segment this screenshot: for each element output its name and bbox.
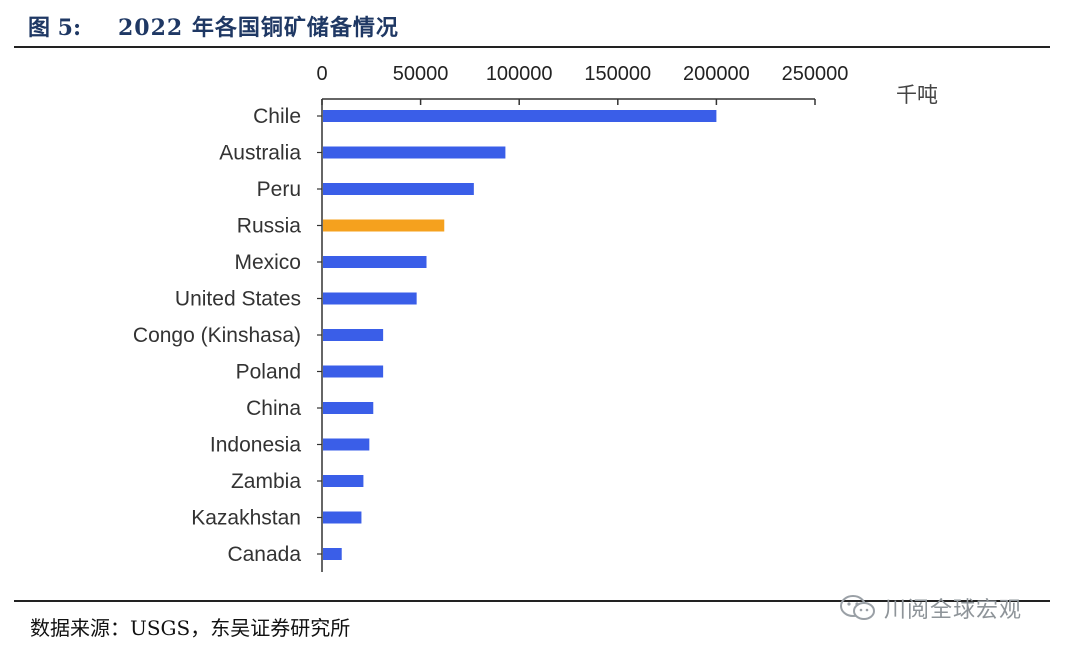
- bar: [323, 292, 417, 305]
- category-label: Chile: [253, 105, 301, 128]
- bottom-rule: [14, 600, 1050, 602]
- x-tick-label: 250000: [782, 63, 849, 85]
- category-label: Zambia: [231, 470, 301, 493]
- bar: [323, 438, 370, 451]
- category-label: Canada: [227, 543, 301, 566]
- watermark: 川阅全球宏观: [838, 592, 1022, 624]
- x-tick-label: 200000: [683, 63, 750, 85]
- bar: [323, 146, 506, 159]
- x-tick-label: 100000: [486, 63, 553, 85]
- category-label: United States: [175, 288, 301, 311]
- bar: [323, 402, 374, 414]
- figure-header: 图 5: 2022 年各国铜矿储备情况: [0, 0, 1080, 50]
- category-label: Poland: [236, 361, 301, 384]
- bar: [323, 110, 717, 122]
- x-tick-label: 0: [316, 63, 327, 85]
- category-label: China: [246, 397, 301, 420]
- bar-chart: 0 50000 100000 150000 200000 250000 千吨 Chile Aus…: [133, 63, 938, 572]
- top-rule: [14, 46, 1050, 48]
- bar: [323, 256, 427, 268]
- bar: [323, 511, 362, 524]
- x-tick-label: 150000: [584, 63, 651, 85]
- bar: [323, 329, 384, 341]
- watermark-text: 川阅全球宏观: [884, 598, 1023, 623]
- category-label: Mexico: [234, 251, 301, 274]
- figure-title: 2022 年各国铜矿储备情况: [118, 15, 399, 41]
- bar: [323, 475, 364, 487]
- category-label: Indonesia: [210, 434, 301, 457]
- x-tick-label: 50000: [393, 63, 449, 85]
- bar: [323, 548, 342, 560]
- bar: [323, 219, 445, 232]
- category-label: Australia: [219, 142, 301, 165]
- category-label: Russia: [237, 215, 302, 238]
- wechat-icon: [840, 595, 875, 620]
- category-label: Peru: [257, 178, 301, 201]
- unit-label: 千吨: [896, 83, 938, 107]
- category-label: Congo (Kinshasa): [133, 324, 301, 347]
- category-label: Kazakhstan: [191, 507, 301, 530]
- bar: [323, 183, 474, 195]
- figure-label: 图 5:: [28, 15, 82, 41]
- bar: [323, 365, 384, 378]
- source-note: 数据来源：USGS，东吴证券研究所: [30, 616, 351, 640]
